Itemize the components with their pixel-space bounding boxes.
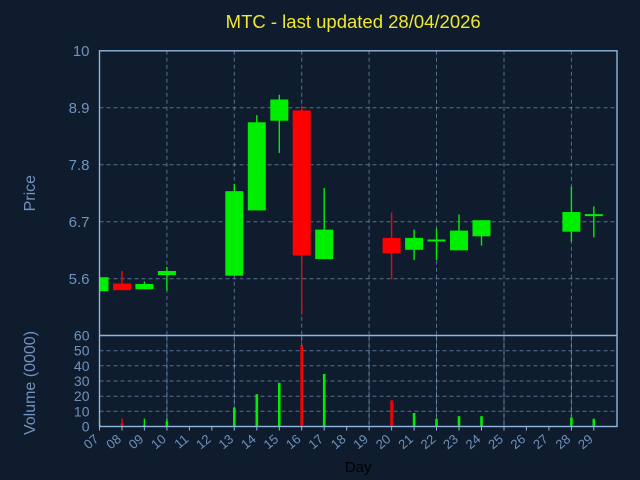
svg-text:Day: Day bbox=[345, 459, 372, 476]
svg-text:MTC - last updated 28/04/2026: MTC - last updated 28/04/2026 bbox=[226, 11, 481, 32]
svg-text:7.8: 7.8 bbox=[69, 157, 90, 174]
svg-text:Volume (0000): Volume (0000) bbox=[22, 331, 39, 435]
svg-text:0: 0 bbox=[82, 419, 90, 435]
svg-text:10: 10 bbox=[74, 403, 90, 419]
svg-text:8.9: 8.9 bbox=[69, 100, 90, 117]
svg-text:5.6: 5.6 bbox=[69, 271, 90, 288]
svg-text:10: 10 bbox=[73, 43, 90, 60]
svg-text:50: 50 bbox=[74, 343, 90, 359]
svg-text:30: 30 bbox=[74, 373, 90, 389]
svg-text:60: 60 bbox=[74, 328, 90, 344]
svg-text:Price: Price bbox=[22, 175, 39, 212]
svg-text:20: 20 bbox=[74, 388, 90, 404]
svg-text:6.7: 6.7 bbox=[69, 214, 90, 231]
svg-text:40: 40 bbox=[74, 358, 90, 374]
